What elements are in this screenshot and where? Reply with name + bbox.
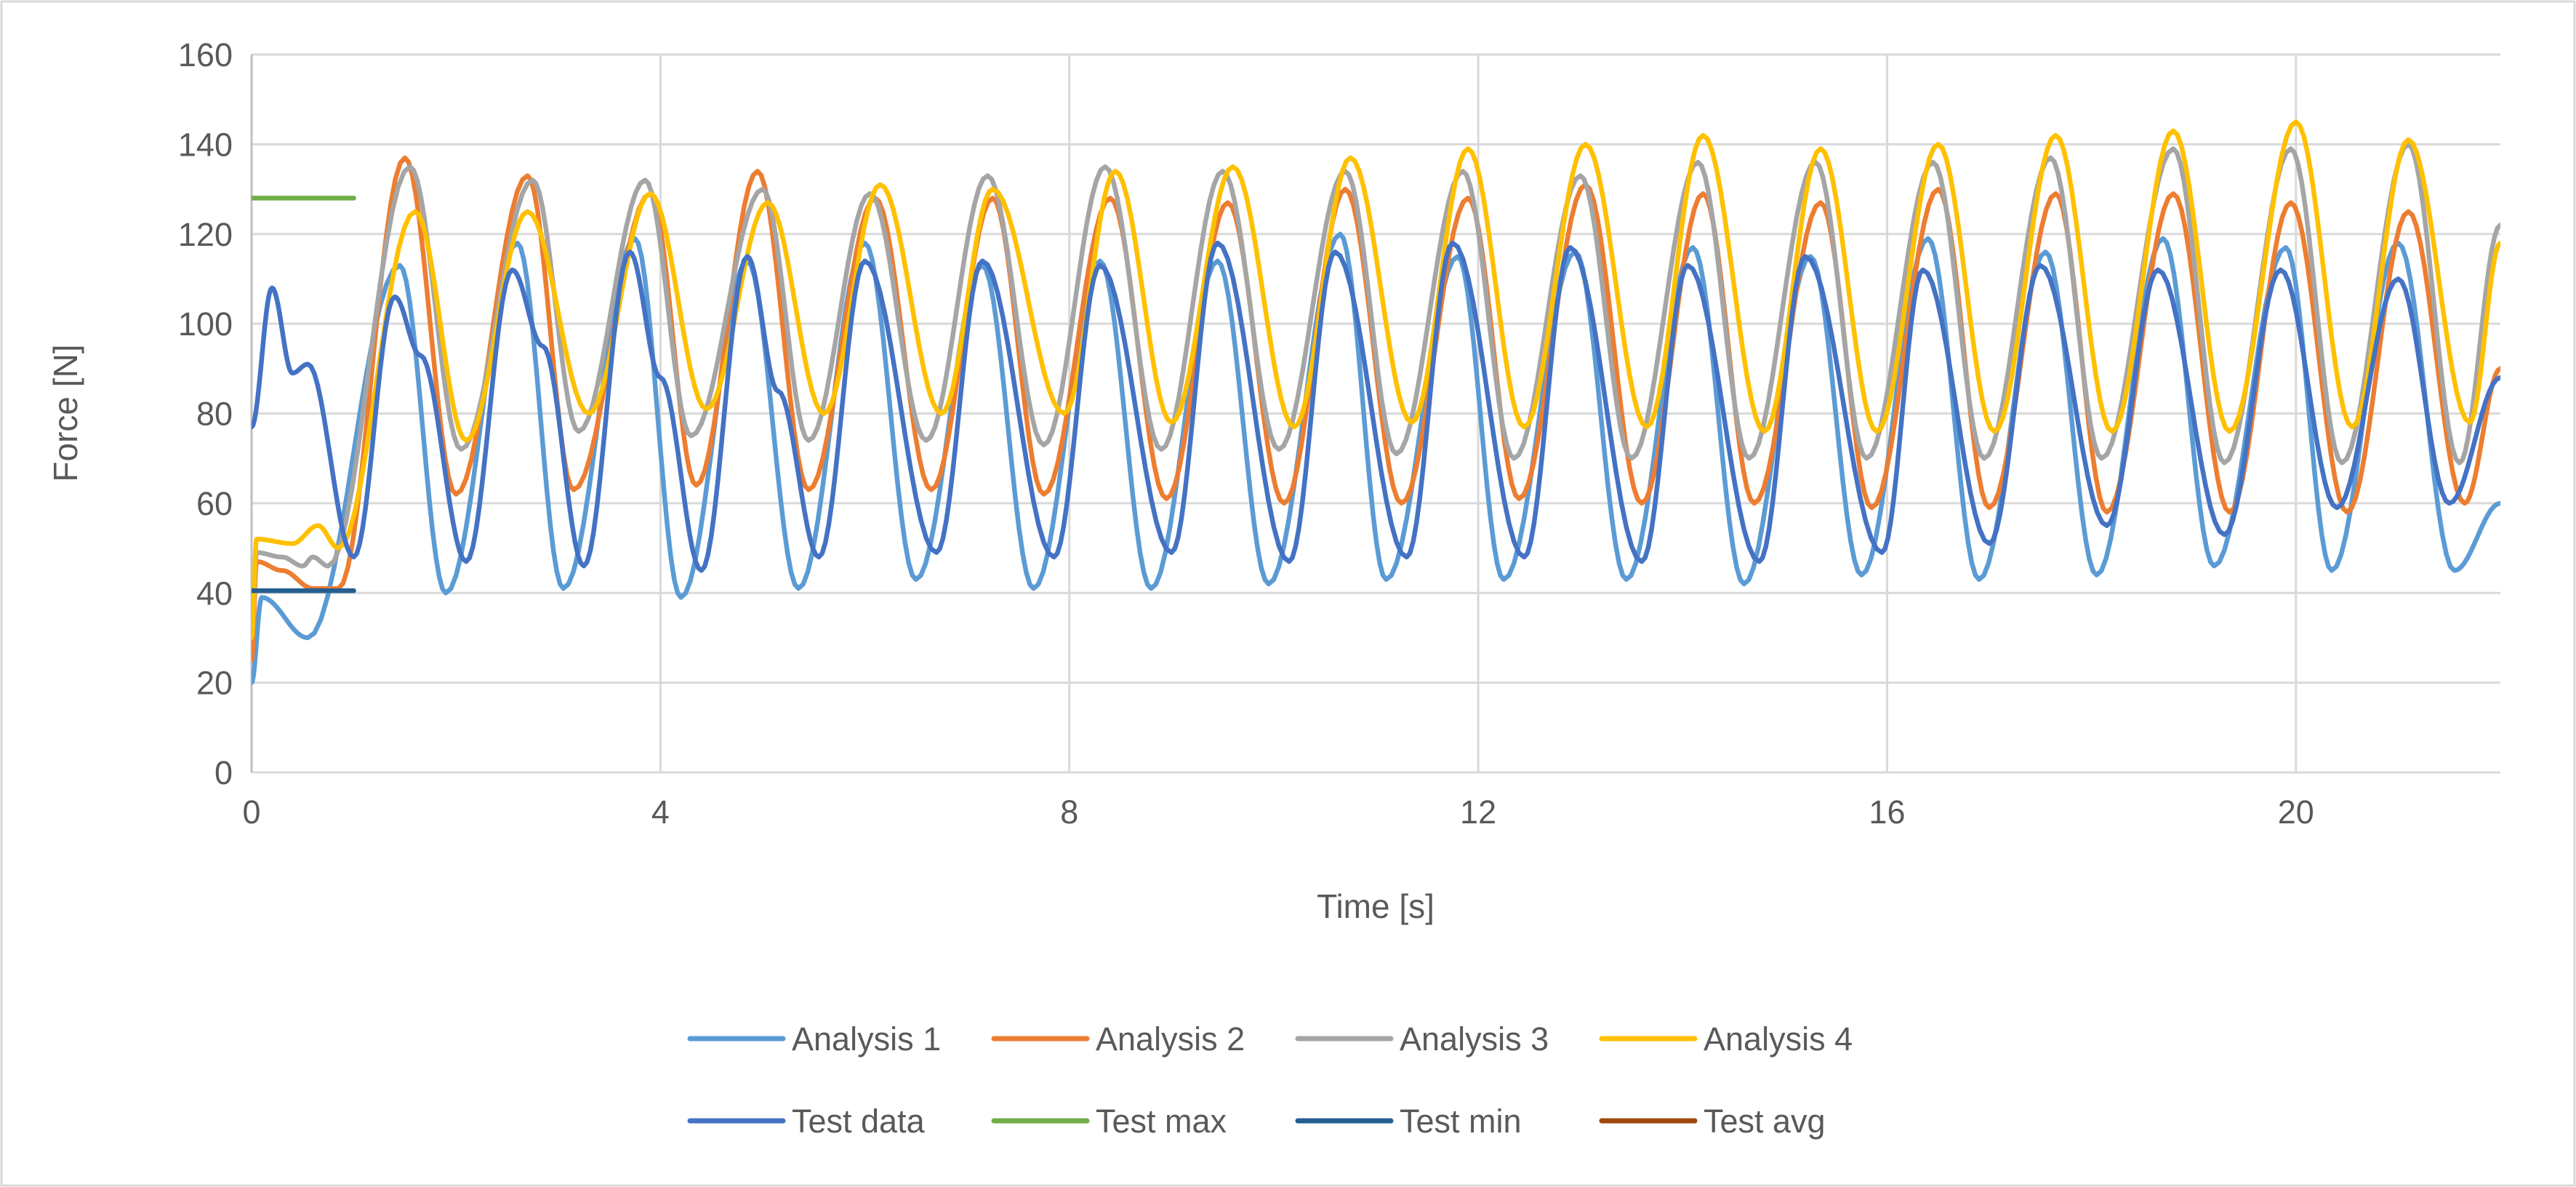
legend-item[interactable]: Analysis 4 bbox=[1599, 1020, 1853, 1058]
y-tick-label: 140 bbox=[178, 126, 233, 163]
y-tick-label: 60 bbox=[196, 485, 233, 522]
y-tick-label: 40 bbox=[196, 575, 233, 612]
y-tick-label: 120 bbox=[178, 216, 233, 253]
legend-label: Analysis 2 bbox=[1096, 1020, 1245, 1058]
legend-label: Analysis 4 bbox=[1704, 1020, 1853, 1058]
y-tick-label: 0 bbox=[214, 754, 233, 791]
legend-item[interactable]: Analysis 3 bbox=[1295, 1020, 1549, 1058]
x-tick-label: 12 bbox=[1460, 794, 1496, 831]
y-tick-label: 100 bbox=[178, 305, 233, 343]
legend-item[interactable]: Analysis 2 bbox=[991, 1020, 1245, 1058]
legend-item[interactable]: Test avg bbox=[1599, 1103, 1826, 1140]
legend: Analysis 1 Analysis 2 Analysis 3 Analysis 4… bbox=[687, 1020, 1853, 1140]
legend-label: Analysis 1 bbox=[792, 1020, 941, 1058]
legend-label: Test data bbox=[792, 1103, 926, 1140]
gridlines bbox=[250, 53, 2500, 774]
y-tick-label: 80 bbox=[196, 396, 233, 433]
x-axis-ticks: 0 4 8 12 16 20 bbox=[242, 794, 2314, 831]
legend-item[interactable]: Test data bbox=[687, 1103, 926, 1140]
series-lines bbox=[252, 119, 2500, 685]
y-tick-label: 160 bbox=[178, 36, 233, 73]
series-line-analysis-3 bbox=[252, 142, 2500, 641]
legend-label: Test avg bbox=[1704, 1103, 1826, 1140]
legend-item[interactable]: Analysis 1 bbox=[687, 1020, 941, 1058]
y-axis-title: Force [N] bbox=[47, 344, 84, 481]
y-tick-label: 20 bbox=[196, 665, 233, 702]
legend-label: Test min bbox=[1400, 1103, 1522, 1140]
x-tick-label: 16 bbox=[1869, 794, 1905, 831]
legend-item[interactable]: Test max bbox=[991, 1103, 1227, 1140]
x-axis-title: Time [s] bbox=[1317, 887, 1435, 925]
legend-item[interactable]: Test min bbox=[1295, 1103, 1522, 1140]
y-axis-ticks: 0 20 40 60 80 100 120 140 160 bbox=[178, 36, 233, 791]
x-tick-label: 0 bbox=[242, 794, 260, 831]
legend-label: Test max bbox=[1096, 1103, 1227, 1140]
x-tick-label: 4 bbox=[651, 794, 670, 831]
legend-label: Analysis 3 bbox=[1400, 1020, 1549, 1058]
series-line-test-data bbox=[252, 240, 2500, 573]
x-tick-label: 8 bbox=[1060, 794, 1078, 831]
x-tick-label: 20 bbox=[2278, 794, 2314, 831]
